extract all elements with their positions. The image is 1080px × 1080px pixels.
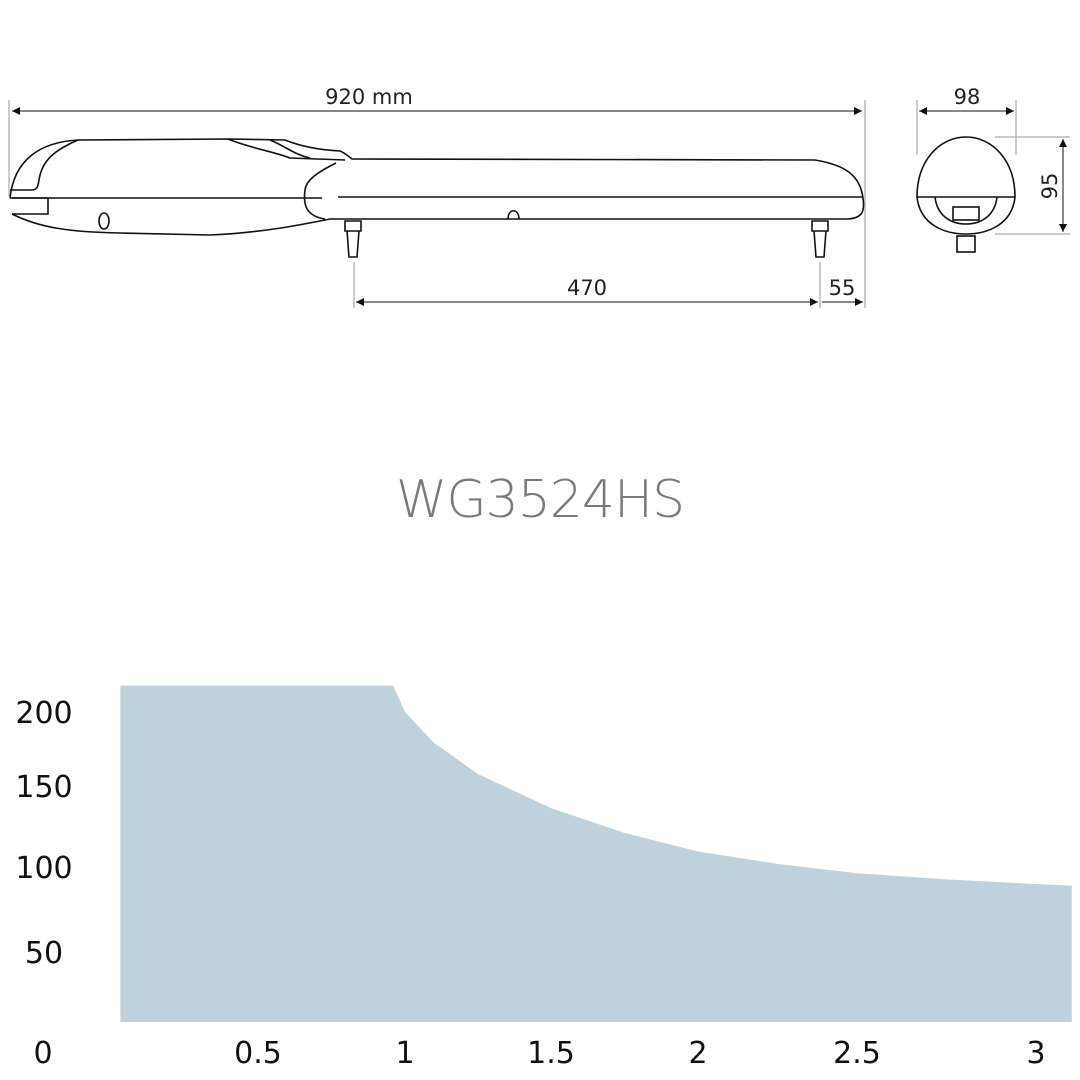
x-tick-label: 0.5 bbox=[234, 1036, 282, 1071]
end-offset-label: 55 bbox=[829, 276, 856, 300]
technical-drawing: 920 mm 98 95 470 55 bbox=[8, 85, 1070, 308]
x-tick-label: 2 bbox=[688, 1036, 707, 1071]
side-view bbox=[9, 138, 865, 258]
x-tick-label: 1.5 bbox=[527, 1036, 575, 1071]
end-view bbox=[916, 136, 1016, 253]
y-tick-label: 100 bbox=[15, 851, 72, 886]
height-label: 95 bbox=[1038, 173, 1062, 200]
x-tick-label: 0 bbox=[33, 1036, 52, 1071]
mount-spacing-label: 470 bbox=[567, 276, 607, 300]
model-title: WG3524HS bbox=[395, 470, 685, 530]
x-tick-label: 1 bbox=[395, 1036, 414, 1071]
y-tick-label: 50 bbox=[25, 936, 63, 971]
area-fill bbox=[120, 685, 1072, 1022]
y-tick-label: 150 bbox=[15, 770, 72, 805]
overall-length-label: 920 mm bbox=[325, 85, 413, 109]
y-tick-label: 200 bbox=[15, 696, 72, 731]
x-tick-label: 3 bbox=[1026, 1036, 1045, 1071]
x-tick-label: 2.5 bbox=[833, 1036, 881, 1071]
dimension-lines bbox=[8, 100, 1070, 308]
width-label: 98 bbox=[954, 85, 981, 109]
